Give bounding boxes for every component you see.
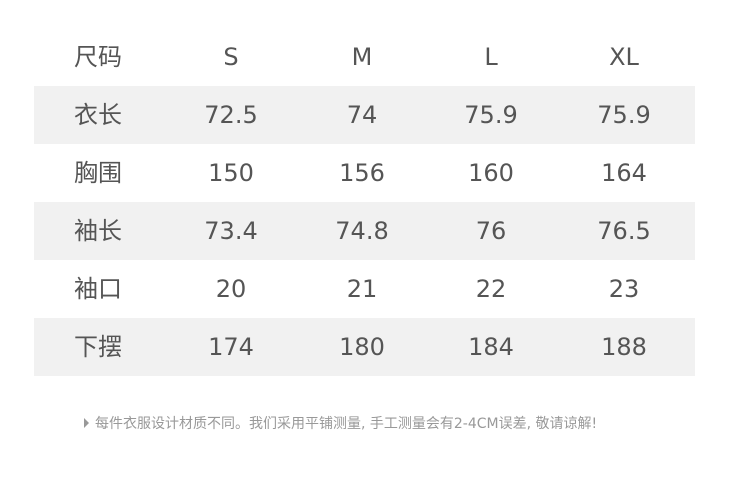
- table-cell: 76: [475, 217, 507, 245]
- table-cell: 75.9: [464, 101, 518, 129]
- table-cell: 74: [346, 101, 378, 129]
- row-label: 下摆: [74, 333, 122, 361]
- table-cell: XL: [609, 43, 639, 71]
- footnote: 每件衣服设计材质不同。我们采用平铺测量, 手工测量会有2-4CM误差, 敬请谅解…: [84, 414, 597, 434]
- table-cell: 188: [601, 333, 647, 361]
- row-label: 尺码: [74, 43, 122, 71]
- table-row: 袖口 20 21 22 23: [34, 260, 695, 318]
- table-row: 袖长 73.4 74.8 76 76.5: [34, 202, 695, 260]
- table-cell: 174: [208, 333, 254, 361]
- table-cell: 75.9: [597, 101, 651, 129]
- row-label: 衣长: [74, 101, 122, 129]
- table-cell: 160: [468, 159, 514, 187]
- table-cell: 184: [468, 333, 514, 361]
- table-cell: 21: [346, 275, 378, 303]
- row-label: 袖长: [74, 217, 122, 245]
- table-row: 胸围 150 156 160 164: [34, 144, 695, 202]
- table-cell: 150: [208, 159, 254, 187]
- table-cell: M: [351, 43, 373, 71]
- bullet-icon: [84, 418, 89, 428]
- table-cell: 23: [608, 275, 640, 303]
- table-cell: 180: [339, 333, 385, 361]
- header-row: 尺码 S M L XL: [34, 28, 695, 86]
- table-row: 下摆 174 180 184 188: [34, 318, 695, 376]
- table-cell: 20: [215, 275, 247, 303]
- table-cell: 22: [475, 275, 507, 303]
- row-label: 胸围: [74, 159, 122, 187]
- row-label: 袖口: [74, 275, 122, 303]
- table-cell: L: [484, 43, 498, 71]
- size-table: 尺码 S M L XL 衣长 72.5 74 75.9 75.9 胸围 150 156 160 164 袖长 7…: [34, 28, 695, 376]
- table-cell: 72.5: [204, 101, 258, 129]
- table-cell: 164: [601, 159, 647, 187]
- table-cell: 156: [339, 159, 385, 187]
- table-row: 衣长 72.5 74 75.9 75.9: [34, 86, 695, 144]
- table-cell: 74.8: [335, 217, 389, 245]
- table-cell: 73.4: [204, 217, 258, 245]
- table-cell: S: [223, 43, 239, 71]
- footnote-text: 每件衣服设计材质不同。我们采用平铺测量, 手工测量会有2-4CM误差, 敬请谅解…: [95, 416, 598, 432]
- table-cell: 76.5: [597, 217, 651, 245]
